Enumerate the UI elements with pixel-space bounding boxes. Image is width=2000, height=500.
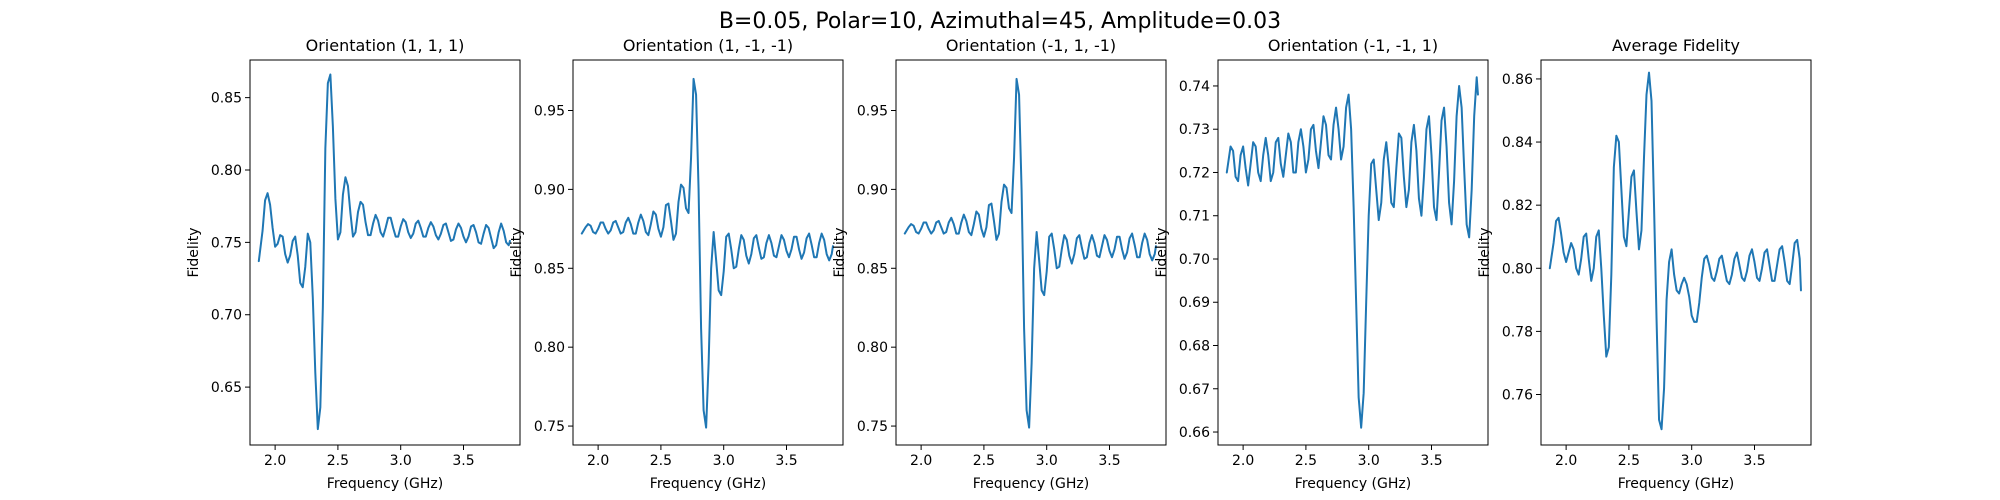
subplot-title: Average Fidelity	[1612, 36, 1740, 55]
y-tick-label: 0.68	[1179, 339, 1210, 355]
y-tick-label: 0.80	[857, 340, 888, 356]
y-tick-label: 0.75	[211, 235, 242, 251]
x-tick-label: 2.5	[1618, 453, 1640, 469]
y-tick-label: 0.95	[534, 103, 565, 119]
y-tick-label: 0.70	[211, 308, 242, 324]
axes-frame	[249, 59, 521, 446]
x-tick-label: 2.5	[973, 453, 995, 469]
fidelity-line	[257, 73, 511, 431]
y-tick-label: 0.75	[534, 419, 565, 435]
figure-suptitle: B=0.05, Polar=10, Azimuthal=45, Amplitud…	[719, 9, 1281, 34]
subplot-1: Orientation (1, 1, 1) 2.0 2.5 3.0 3.5 0.65 0.7…	[186, 36, 521, 492]
y-tick-label: 0.84	[1502, 135, 1533, 151]
y-tick-label: 0.66	[1179, 425, 1210, 441]
subplot-4: Orientation (-1, -1, 1) 2.0 2.5 3.0 3.5 0.66 0…	[1154, 36, 1489, 492]
y-tick-label: 0.90	[534, 182, 565, 198]
x-tick-label: 2.0	[910, 453, 932, 469]
y-tick-label: 0.85	[857, 261, 888, 277]
y-tick-label: 0.82	[1502, 198, 1533, 214]
x-tick-label: 3.5	[452, 453, 474, 469]
x-axis-label: Frequency (GHz)	[973, 476, 1089, 492]
subplot-3: Orientation (-1, 1, -1) 2.0 2.5 3.0 3.5 0.75 0…	[832, 36, 1167, 492]
y-axis-label: Fidelity	[186, 228, 202, 278]
subplot-grid: Orientation (1, 1, 1) 2.0 2.5 3.0 3.5 0.65 0.7…	[186, 36, 1812, 492]
axes-frame	[572, 59, 844, 446]
x-axis-label: Frequency (GHz)	[327, 476, 443, 492]
x-tick-label: 3.0	[1358, 453, 1380, 469]
axes-frame	[895, 59, 1167, 446]
y-tick-label: 0.71	[1179, 209, 1210, 225]
x-tick-label: 3.5	[775, 453, 797, 469]
y-tick-label: 0.70	[1179, 252, 1210, 268]
y-tick-label: 0.72	[1179, 165, 1210, 181]
x-tick-label: 3.0	[1681, 453, 1703, 469]
x-axis-label: Frequency (GHz)	[1618, 476, 1734, 492]
y-tick-label: 0.95	[857, 103, 888, 119]
fidelity-line	[580, 77, 834, 429]
x-tick-label: 3.5	[1743, 453, 1765, 469]
y-axis-label: Fidelity	[1154, 228, 1170, 278]
subplot-5: Average Fidelity 2.0 2.5 3.0 3.5 0.76 0.78 0.80…	[1477, 36, 1812, 492]
y-axis-label: Fidelity	[832, 228, 848, 278]
subplot-title: Orientation (-1, -1, 1)	[1268, 36, 1438, 55]
y-tick-label: 0.78	[1502, 324, 1533, 340]
y-tick-label: 0.80	[211, 163, 242, 179]
y-tick-label: 0.67	[1179, 382, 1210, 398]
y-tick-label: 0.74	[1179, 79, 1210, 95]
axes-frame	[1540, 59, 1812, 446]
subplot-title: Orientation (1, 1, 1)	[306, 36, 465, 55]
y-axis-label: Fidelity	[1477, 228, 1493, 278]
y-tick-label: 0.73	[1179, 122, 1210, 138]
y-tick-label: 0.85	[211, 91, 242, 107]
x-tick-label: 2.0	[1555, 453, 1577, 469]
y-tick-label: 0.76	[1502, 388, 1533, 404]
y-tick-label: 0.69	[1179, 295, 1210, 311]
y-tick-label: 0.80	[1502, 261, 1533, 277]
y-tick-label: 0.75	[857, 419, 888, 435]
x-tick-label: 2.5	[327, 453, 349, 469]
y-tick-label: 0.85	[534, 261, 565, 277]
x-tick-label: 3.0	[713, 453, 735, 469]
fidelity-line	[1548, 71, 1802, 431]
y-tick-label: 0.80	[534, 340, 565, 356]
subplot-title: Orientation (-1, 1, -1)	[946, 36, 1116, 55]
y-tick-label: 0.90	[857, 182, 888, 198]
x-axis-label: Frequency (GHz)	[1295, 476, 1411, 492]
subplot-2: Orientation (1, -1, -1) 2.0 2.5 3.0 3.5 0.75 0…	[509, 36, 844, 492]
x-axis-label: Frequency (GHz)	[650, 476, 766, 492]
x-tick-label: 3.5	[1420, 453, 1442, 469]
axes-frame	[1217, 59, 1489, 446]
y-tick-label: 0.86	[1502, 72, 1533, 88]
x-tick-label: 2.0	[587, 453, 609, 469]
x-tick-label: 2.5	[650, 453, 672, 469]
x-tick-label: 3.5	[1098, 453, 1120, 469]
fidelity-line	[1225, 76, 1479, 429]
x-tick-label: 3.0	[390, 453, 412, 469]
y-axis-label: Fidelity	[509, 228, 525, 278]
y-tick-label: 0.65	[211, 380, 242, 396]
fidelity-line	[903, 77, 1157, 429]
x-tick-label: 3.0	[1036, 453, 1058, 469]
x-tick-label: 2.5	[1295, 453, 1317, 469]
subplot-title: Orientation (1, -1, -1)	[623, 36, 793, 55]
x-tick-label: 2.0	[1232, 453, 1254, 469]
x-tick-label: 2.0	[264, 453, 286, 469]
